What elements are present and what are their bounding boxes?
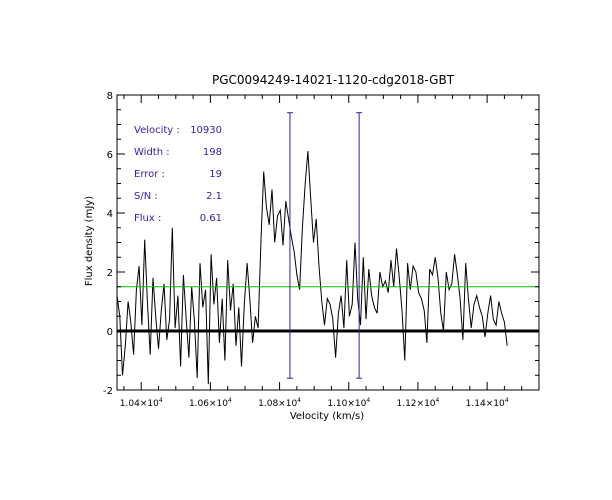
spectrum-line — [117, 151, 508, 385]
plot-area — [117, 112, 539, 385]
x-axis-label: Velocity (km/s) — [290, 411, 364, 422]
x-tick-label: 1.06×104 — [189, 397, 232, 409]
x-tick-exponent: 4 — [159, 397, 163, 404]
axes: 1.04×104 1.06×104 1.08×104 1.10×104 1.12×104… — [103, 91, 540, 409]
x-tick-mantissa: 1.10 — [327, 399, 347, 409]
x-tick-times: ×10 — [209, 399, 228, 409]
info-value: 198 — [203, 147, 222, 158]
info-label: Width : — [134, 147, 170, 158]
x-tick-label: 1.12×104 — [396, 397, 439, 409]
info-label: Velocity : — [134, 125, 180, 136]
x-tick-mantissa: 1.04 — [120, 399, 140, 409]
chart-title: PGC0094249-14021-1120-cdg2018-GBT — [212, 73, 455, 87]
x-tick-exponent: 4 — [228, 397, 232, 404]
info-label: S/N : — [134, 191, 158, 202]
y-tick-label: 0 — [107, 327, 113, 338]
x-tick-label: 1.08×104 — [258, 397, 301, 409]
x-tick-times: ×10 — [278, 399, 297, 409]
y-tick-label: 4 — [107, 209, 113, 220]
x-tick-mantissa: 1.12 — [396, 399, 416, 409]
x-tick-label: 1.10×104 — [327, 397, 370, 409]
info-label: Flux : — [134, 213, 161, 224]
x-tick-mantissa: 1.06 — [189, 399, 209, 409]
info-value: 10930 — [190, 125, 222, 136]
info-label: Error : — [134, 169, 165, 180]
x-tick-exponent: 4 — [505, 397, 509, 404]
y-axis-label: Flux density (mJy) — [84, 196, 95, 286]
y-tick-label: 8 — [107, 91, 113, 102]
x-tick-exponent: 4 — [366, 397, 370, 404]
info-value: 0.61 — [200, 213, 222, 224]
x-tick-times: ×10 — [140, 399, 159, 409]
y-tick-label: 2 — [107, 268, 113, 279]
x-tick-exponent: 4 — [297, 397, 301, 404]
x-tick-mantissa: 1.14 — [466, 399, 486, 409]
fit-info-panel: Velocity : 10930 Width : 198 Error : 19 S/N : 2… — [134, 125, 222, 224]
x-tick-times: ×10 — [417, 399, 436, 409]
x-tick-times: ×10 — [347, 399, 366, 409]
info-value: 19 — [209, 169, 222, 180]
x-tick-label: 1.14×104 — [466, 397, 509, 409]
info-value: 2.1 — [206, 191, 222, 202]
x-tick-mantissa: 1.08 — [258, 399, 278, 409]
x-tick-label: 1.04×104 — [120, 397, 163, 409]
y-tick-label: 6 — [107, 150, 113, 161]
x-tick-times: ×10 — [486, 399, 505, 409]
y-tick-label: -2 — [103, 386, 113, 397]
x-tick-exponent: 4 — [436, 397, 440, 404]
